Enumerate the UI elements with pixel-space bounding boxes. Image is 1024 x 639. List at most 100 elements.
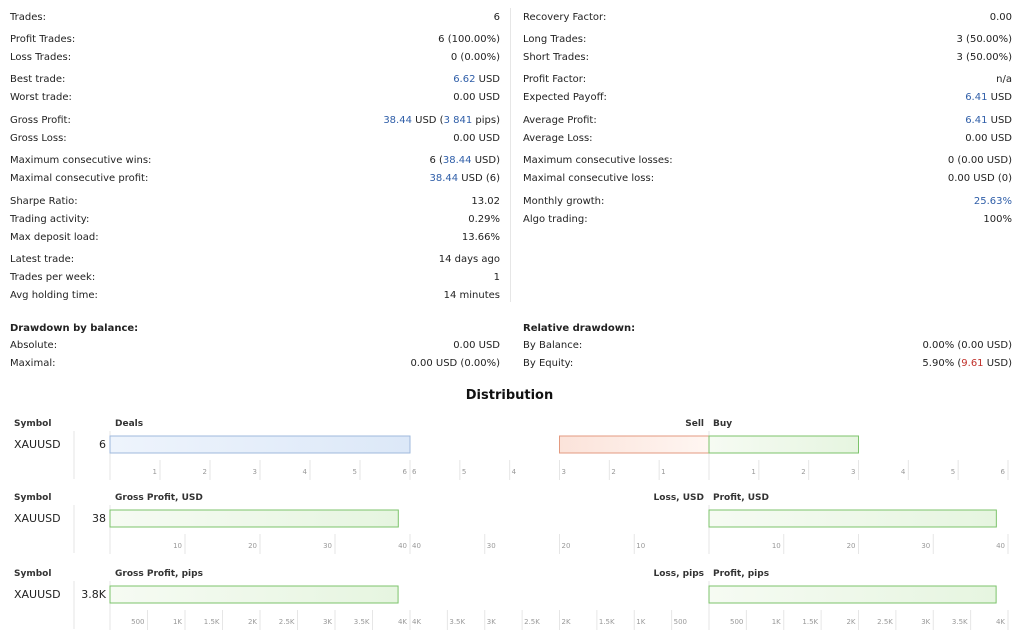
tick-label: 20 [561,542,571,550]
relative-drawdown-title: Relative drawdown: [523,323,636,334]
tick-label: 1 [152,468,157,476]
stat-label: Trades per week: [10,272,96,283]
value-part: 0.00 USD (0.00%) [410,358,500,369]
tick-label: 4 [302,468,307,476]
stat-label: Maximum consecutive losses: [523,155,673,166]
tick-label: 2K [846,618,856,626]
tick-label: 2 [202,468,207,476]
value-part: 38.44 [383,115,412,126]
gross-profit-bar [109,509,399,528]
stat-value: 0.00 USD [965,133,1012,144]
value-part: 6.62 [453,74,476,85]
value-part: 3 (50.00%) [956,52,1012,63]
tick-label: 3 [851,468,856,476]
stat-label: Gross Loss: [10,133,67,144]
stat-label: Recovery Factor: [523,12,607,23]
stat-value: 6.41 USD [965,92,1012,103]
metric-header: Gross Profit, USD [115,493,203,503]
row-value: 38 [92,512,106,525]
tick-label: 2K [247,618,257,626]
value-part: USD [987,115,1012,126]
tick-label: 1K [771,618,781,626]
deals-bar [109,435,411,454]
stat-label: Algo trading: [523,214,588,225]
stat-label: Maximum consecutive wins: [10,155,152,166]
tick-label: 3 [561,468,566,476]
stat-label: Avg holding time: [10,290,98,301]
stat-value: 0.00 USD [453,92,500,103]
value-part: 14 minutes [443,290,500,301]
tick-label: 1K [636,618,646,626]
negative-header: Loss, USD [653,493,704,503]
stat-value: 25.63% [974,196,1012,207]
tick-label: 2 [801,468,806,476]
stat-label: Profit Factor: [523,74,587,85]
stat-label: Sharpe Ratio: [10,196,78,207]
tick-label: 1K [172,618,182,626]
drawdown-label: Absolute: [10,340,58,351]
buy-bar [708,435,859,454]
stat-label: Expected Payoff: [523,92,607,103]
stat-value: 6 [494,12,500,23]
stat-value: 6 (100.00%) [438,34,500,45]
tick-label: 1.5K [802,618,819,626]
stat-label: Max deposit load: [10,232,99,243]
tick-label: 500 [673,618,687,626]
tick-label: 30 [486,542,496,550]
stat-label: Maximal consecutive profit: [10,173,149,184]
tick-label: 30 [323,542,332,550]
stat-label: Loss Trades: [10,52,72,63]
value-part: 6.41 [965,92,988,103]
stat-label: Average Profit: [523,115,597,126]
stat-value: 0.00 USD [453,133,500,144]
value-part: 6 [493,12,500,23]
stat-value: 14 minutes [444,290,500,301]
value-part: 0.00 USD [453,133,500,144]
stat-value: 13.02 [471,196,500,207]
drawdown-value: 0.00 USD (0.00%) [410,358,500,369]
stat-value: 1 [494,272,500,283]
tick-label: 1.5K [203,618,220,626]
symbol-name: XAUUSD [14,438,61,451]
value-part: 25.63% [973,196,1012,207]
value-part: 13.66% [461,232,500,243]
tick-label: 40 [412,542,421,550]
tick-label: 6 [412,468,417,476]
stat-label: Best trade: [10,74,66,85]
stat-value: 38.44 USD (3 841 pips) [383,115,500,126]
value-part: 0.00% (0.00 USD) [922,340,1012,351]
value-part: 6 (100.00%) [438,34,500,45]
tick-label: 4 [511,468,517,476]
column-divider [510,8,511,302]
positive-header: Profit, pips [713,569,770,579]
stat-value: 38.44 USD (6) [429,173,500,184]
stat-label: Average Loss: [523,133,593,144]
value-part: USD [987,92,1012,103]
stat-value: 0.00 [990,12,1012,23]
value-part: pips) [472,115,500,126]
value-part: USD ( [411,115,444,126]
tick-label: 4K [397,618,407,626]
value-part: 6.41 [965,115,988,126]
value-part: 0.00 USD [453,92,500,103]
value-part: 0.00 USD [453,340,500,351]
tick-label: 4K [995,618,1005,626]
stat-value: 0.00 USD (0) [948,173,1012,184]
tick-label: 3.5K [353,618,370,626]
value-part: 38.44 [442,155,472,166]
value-part: 0 (0.00%) [450,52,500,63]
positive-header: Buy [713,419,733,429]
metric-header: Deals [115,419,144,429]
tick-label: 30 [921,542,931,550]
value-part: USD [475,74,500,85]
value-part: n/a [996,74,1012,85]
stat-value: 6.41 USD [965,115,1012,126]
drawdown-label: By Balance: [523,340,583,351]
drawdown-value: 0.00 USD [453,340,500,351]
negative-header: Sell [685,419,704,429]
tick-label: 40 [398,542,407,550]
stat-label: Monthly growth: [523,196,605,207]
stat-value: 3 (50.00%) [957,52,1012,63]
tick-label: 2.5K [877,618,893,626]
